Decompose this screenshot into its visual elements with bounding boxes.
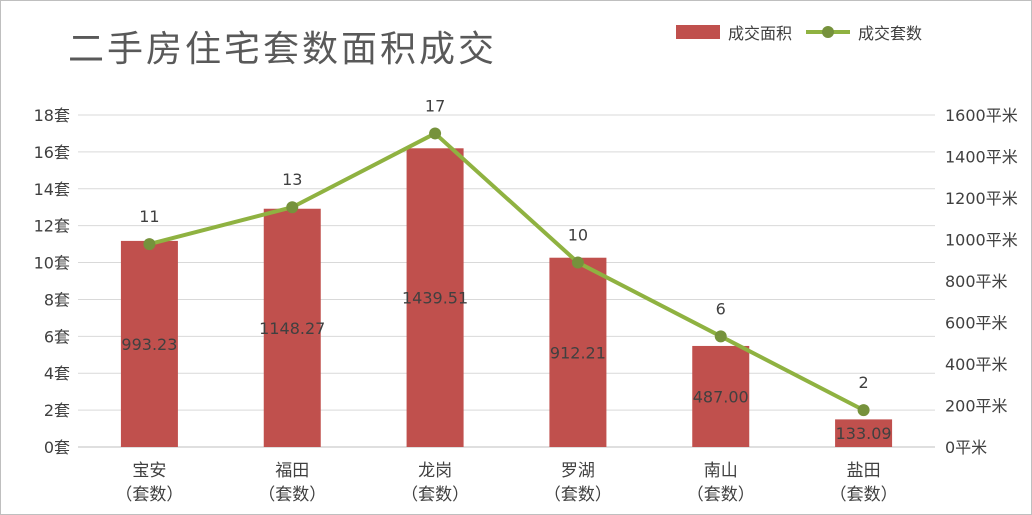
legend-swatch-line: [806, 25, 851, 39]
bar-2: [406, 148, 464, 447]
legend-item-count: 成交套数: [806, 20, 922, 44]
bar-data-label: 133.09: [836, 424, 892, 443]
right-tick-label: 200平米: [945, 397, 1008, 416]
line-data-label: 10: [568, 226, 588, 245]
bar-4: [692, 345, 750, 447]
category-label: 宝安: [132, 461, 166, 481]
line-point-2: [429, 127, 442, 140]
line-point-0: [143, 238, 156, 251]
bar-0: [120, 240, 178, 447]
left-tick-label: 8套: [44, 290, 70, 309]
left-tick-label: 6套: [44, 327, 70, 346]
right-tick-label: 1400平米: [945, 148, 1018, 167]
count-line: [148, 131, 865, 412]
bar-data-label: 1148.27: [259, 319, 325, 338]
left-tick-label: 14套: [34, 180, 70, 199]
bar-data-label: 993.23: [121, 335, 177, 354]
left-tick-label: 4套: [44, 364, 70, 383]
category-sublabel: （套数）: [401, 485, 469, 505]
chart-title: 二手房住宅套数面积成交: [68, 29, 498, 70]
category-label: 罗湖: [561, 461, 595, 481]
legend: 成交面积 成交套数: [676, 20, 936, 44]
legend-label-area: 成交面积: [728, 24, 793, 43]
line-point-4: [714, 330, 727, 343]
bar-1: [263, 208, 321, 447]
left-tick-label: 2套: [44, 401, 70, 420]
right-tick-label: 1000平米: [945, 231, 1018, 250]
right-tick-label: 1600平米: [945, 106, 1018, 125]
line-point-1: [286, 201, 299, 214]
bar-3: [549, 257, 607, 447]
right-tick-label: 600平米: [945, 314, 1008, 333]
category-label: 南山: [704, 461, 738, 481]
bar-data-label: 487.00: [693, 387, 749, 406]
right-tick-label: 1200平米: [945, 189, 1018, 208]
left-tick-label: 0套: [44, 438, 70, 457]
left-tick-label: 16套: [34, 143, 70, 162]
category-sublabel: （套数）: [830, 485, 898, 505]
category-sublabel: （套数）: [544, 485, 612, 505]
bar-data-label: 912.21: [550, 343, 606, 362]
left-tick-label: 10套: [34, 254, 70, 273]
bar-data-label: 1439.51: [402, 289, 468, 308]
line-data-label: 11: [139, 207, 159, 226]
left-tick-label: 12套: [34, 217, 70, 236]
line-data-label: 13: [282, 170, 302, 189]
right-tick-label: 0平米: [945, 438, 987, 457]
legend-label-count: 成交套数: [858, 24, 923, 43]
category-sublabel: （套数）: [258, 485, 326, 505]
line-point-3: [571, 256, 584, 269]
bar-5: [835, 419, 893, 447]
right-tick-label: 400平米: [945, 355, 1008, 374]
left-tick-label: 18套: [34, 106, 70, 125]
category-sublabel: （套数）: [115, 485, 183, 505]
line-data-label: 6: [716, 299, 726, 318]
line-data-label: 2: [858, 373, 868, 392]
legend-item-area: 成交面积: [676, 20, 792, 44]
line-point-5: [857, 404, 870, 417]
category-label: 福田: [275, 461, 309, 481]
category-label: 盐田: [847, 461, 881, 481]
legend-swatch-bar: [676, 25, 720, 39]
right-tick-label: 800平米: [945, 272, 1008, 291]
category-sublabel: （套数）: [687, 485, 755, 505]
line-data-label: 17: [425, 96, 445, 115]
category-label: 龙岗: [418, 461, 452, 481]
